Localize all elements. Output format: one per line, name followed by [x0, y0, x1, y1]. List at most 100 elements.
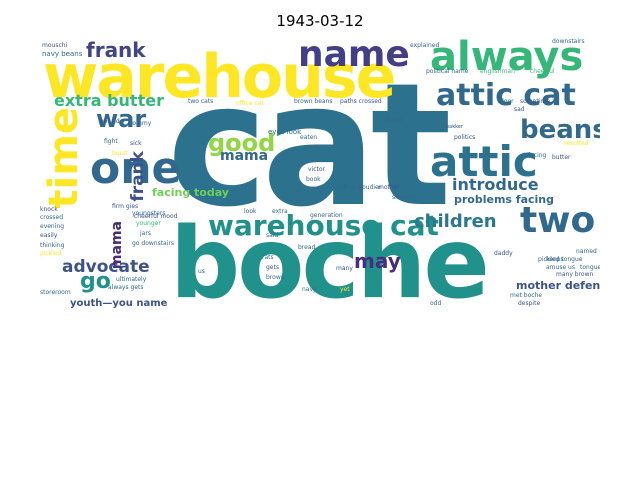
word-small: ultimately [116, 276, 147, 283]
word-small: political name [426, 68, 469, 75]
word-small: downstairs [552, 38, 585, 45]
word-advocate: advocate [62, 257, 150, 277]
word-youth-you-name: youth—you name [70, 298, 168, 309]
word-small: office cat [236, 100, 264, 107]
word-small: resulted [564, 140, 589, 147]
word-small: book [306, 176, 321, 183]
word-small: burst [112, 150, 128, 157]
word-small: eyes look [268, 128, 302, 136]
word-small: always gets [108, 284, 144, 291]
word-small: bakker [446, 124, 463, 130]
word-warehouse: warehouse [43, 42, 396, 112]
word-small: cheerful [530, 68, 555, 75]
word-small: daddy [494, 250, 513, 257]
word-boche: boche [170, 207, 490, 315]
word-small: politics [454, 134, 476, 141]
word-mama-vertical: mama [109, 221, 125, 270]
word-small: storeroom [40, 289, 71, 296]
word-small: navy [302, 286, 317, 293]
word-small: tongue [580, 264, 600, 271]
word-small: butter [552, 154, 571, 161]
word-small: fight [104, 138, 118, 145]
word-small: met boche [510, 292, 543, 299]
word-small: crossed [40, 214, 64, 221]
word-may: may [354, 249, 401, 273]
word-small: eaten [300, 134, 318, 141]
word-small: navy beans [42, 50, 83, 58]
word-mama: mama [220, 148, 269, 164]
word-small: thinking [40, 242, 65, 249]
word-small: skirmish [392, 194, 418, 201]
word-facing-today: facing today [152, 186, 229, 199]
word-small: knock [40, 206, 58, 213]
word-small: stand [386, 116, 403, 123]
word-small: pickled [40, 250, 62, 257]
word-small: amuse us [546, 264, 575, 271]
word-small: sometime [520, 98, 550, 105]
word-always: always [430, 37, 584, 80]
word-small: extra [272, 208, 288, 215]
word-small: sick [130, 140, 142, 147]
word-problems-facing: problems facing [454, 193, 555, 206]
word-introduce: introduce [452, 175, 539, 194]
word-small: yet [340, 286, 350, 293]
word-small: keeps [546, 256, 564, 263]
word-small: younger [136, 220, 161, 227]
word-small: paths crossed [340, 98, 382, 105]
word-war: war [96, 105, 147, 133]
word-small: door [500, 98, 514, 105]
word-one: one [90, 143, 182, 194]
word-small: mouschi [42, 42, 68, 49]
word-small: facing [528, 152, 547, 159]
word-small: got rid [100, 118, 120, 125]
word-small: mother [378, 184, 400, 191]
word-small: odd [430, 300, 442, 307]
word-name: name [298, 37, 410, 75]
word-small: englishman [480, 68, 515, 75]
word-extra-butter: extra butter [54, 91, 164, 110]
word-small: firm gies [112, 203, 139, 210]
word-small: despite [518, 300, 541, 307]
word-small: sad [514, 106, 525, 113]
word-children: children [414, 211, 497, 232]
word-cloud: cat boche warehouse always name attic ca… [40, 37, 600, 315]
word-small: jars [140, 230, 151, 237]
word-small: evening [40, 223, 65, 230]
word-small: generation [310, 212, 343, 219]
word-good: good [208, 129, 276, 157]
word-time: time [41, 107, 87, 209]
word-small: victor [308, 166, 326, 173]
word-small: youngsters [132, 210, 166, 217]
chart-title: 1943-03-12 [276, 12, 364, 30]
word-small: brown [266, 274, 285, 281]
word-attic-cat: attic cat [436, 78, 576, 113]
word-mother-defends: mother defends [516, 279, 600, 292]
word-small: cheerful mood [134, 213, 178, 220]
word-small: pickled tongue [538, 256, 583, 263]
word-small: look [244, 208, 257, 215]
word-small: us [198, 268, 205, 275]
word-small: gets [266, 264, 279, 271]
word-small: said [266, 232, 279, 239]
word-small: tommy [130, 120, 152, 127]
word-small: rats [262, 254, 274, 261]
word-small: go downstairs [132, 240, 174, 247]
word-go: go [80, 269, 111, 294]
word-small: named [576, 248, 597, 255]
word-frank: frank [86, 38, 146, 62]
word-beans: beans [520, 115, 600, 145]
word-small: hiding [222, 199, 241, 206]
word-attic: attic [430, 137, 538, 186]
word-small: easily [40, 232, 58, 239]
word-small: two cats [188, 98, 214, 105]
word-small: many [336, 265, 353, 272]
word-small: bakker boudier [336, 184, 382, 191]
word-small: brown beans [294, 98, 333, 105]
word-small: explained [410, 42, 440, 49]
word-small: bread [298, 244, 316, 251]
word-frank-vertical: frank [128, 151, 148, 202]
word-warehouse-cat: warehouse cat [208, 209, 439, 242]
word-cat: cat [167, 47, 452, 245]
word-small: many brown [556, 271, 594, 278]
